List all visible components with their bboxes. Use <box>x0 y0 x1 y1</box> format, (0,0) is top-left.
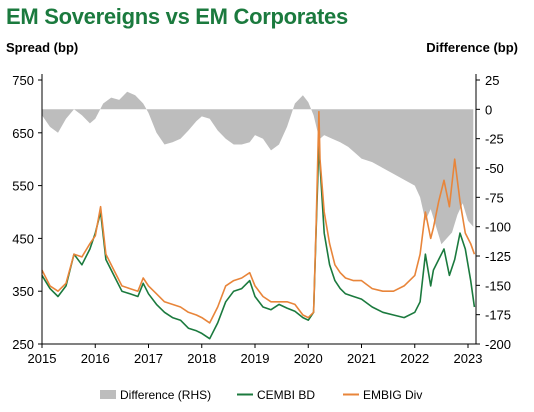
difference-area-series <box>42 91 474 245</box>
x-tick-label: 2020 <box>294 351 323 366</box>
x-tick-label: 2023 <box>454 351 483 366</box>
y-right-tick-label: -200 <box>485 337 511 352</box>
y-right-tick-label: -25 <box>485 132 504 147</box>
y-left-tick-label: 550 <box>12 179 34 194</box>
y-right-tick-label: -175 <box>485 308 511 323</box>
chart-title: EM Sovereigns vs EM Corporates <box>6 4 348 29</box>
x-tick-label: 2018 <box>187 351 216 366</box>
y-left-tick-label: 250 <box>12 337 34 352</box>
y-right-tick-label: -100 <box>485 220 511 235</box>
legend-label: Difference (RHS) <box>120 388 211 402</box>
x-tick-label: 2015 <box>28 351 57 366</box>
y-left-tick-label: 750 <box>12 73 34 88</box>
y-right-tick-label: 25 <box>485 73 499 88</box>
x-tick-label: 2016 <box>81 351 110 366</box>
difference-area <box>42 91 474 245</box>
legend-label: CEMBI BD <box>257 388 315 402</box>
y-left-tick-label: 650 <box>12 126 34 141</box>
y-right-tick-label: 0 <box>485 102 492 117</box>
y-axis-label-right: Difference (bp) <box>426 40 518 55</box>
y-right-tick-label: -150 <box>485 278 511 293</box>
legend-swatch-difference <box>100 390 116 399</box>
cembi-bd-line <box>41 142 476 340</box>
y-right-tick-label: -50 <box>485 161 504 176</box>
y-left-tick-label: 350 <box>12 284 34 299</box>
x-tick-label: 2022 <box>400 351 429 366</box>
y-left-tick-label: 450 <box>12 231 34 246</box>
x-tick-label: 2017 <box>134 351 163 366</box>
axes-group: 2015 2016 2017 2018 2019 2020 2021 2022 20232503… <box>12 73 511 366</box>
x-tick-label: 2019 <box>241 351 270 366</box>
y-axis-label-left: Spread (bp) <box>6 40 79 55</box>
legend-label: EMBIG Div <box>363 388 422 402</box>
y-right-tick-label: -125 <box>485 249 511 264</box>
line-series-group <box>41 110 476 340</box>
legend: Difference (RHS) CEMBI BD EMBIG Div <box>100 388 422 402</box>
x-tick-label: 2021 <box>347 351 376 366</box>
embig-div-line <box>41 110 476 324</box>
y-right-tick-label: -75 <box>485 190 504 205</box>
